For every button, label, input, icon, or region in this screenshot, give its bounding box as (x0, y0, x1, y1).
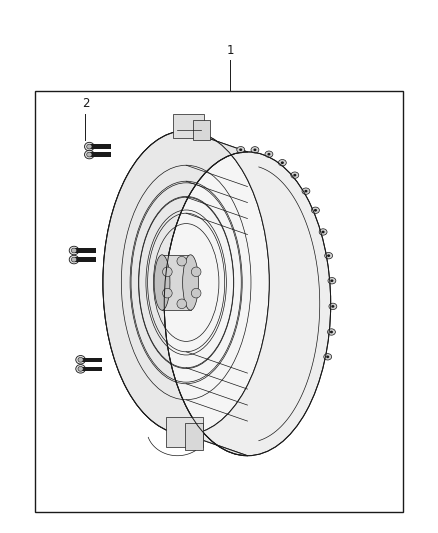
Text: 1: 1 (226, 44, 234, 57)
Ellipse shape (183, 255, 198, 310)
Bar (90, 152, 111, 157)
Ellipse shape (239, 148, 242, 151)
Bar (166, 417, 203, 447)
Bar (185, 423, 203, 450)
Ellipse shape (87, 144, 92, 149)
Ellipse shape (85, 142, 94, 151)
Ellipse shape (85, 150, 94, 159)
Bar (35, 91, 403, 512)
Ellipse shape (293, 174, 297, 176)
Ellipse shape (326, 356, 329, 358)
Ellipse shape (265, 151, 273, 157)
Ellipse shape (177, 299, 187, 309)
Bar (193, 120, 210, 140)
Bar (173, 115, 204, 139)
Bar (162, 255, 191, 310)
Bar (81, 367, 102, 371)
Polygon shape (186, 131, 331, 456)
Ellipse shape (330, 330, 333, 333)
Ellipse shape (251, 147, 259, 153)
Ellipse shape (304, 190, 307, 192)
Ellipse shape (321, 231, 325, 233)
Ellipse shape (87, 152, 92, 157)
Ellipse shape (327, 254, 330, 257)
Ellipse shape (69, 255, 79, 264)
Ellipse shape (302, 188, 310, 195)
Ellipse shape (314, 209, 317, 212)
Ellipse shape (268, 153, 271, 156)
Ellipse shape (331, 305, 334, 308)
Ellipse shape (78, 357, 83, 362)
Ellipse shape (154, 255, 170, 310)
Ellipse shape (291, 172, 299, 179)
Ellipse shape (103, 131, 269, 434)
Ellipse shape (281, 161, 284, 164)
Ellipse shape (177, 256, 187, 266)
Bar (75, 257, 96, 262)
Bar (81, 358, 102, 362)
Ellipse shape (78, 367, 83, 372)
Ellipse shape (76, 356, 85, 364)
Ellipse shape (76, 365, 85, 373)
Ellipse shape (71, 257, 77, 262)
Ellipse shape (329, 303, 337, 310)
Ellipse shape (328, 278, 336, 284)
Ellipse shape (71, 248, 77, 253)
Bar (90, 144, 111, 149)
Ellipse shape (237, 147, 245, 153)
Ellipse shape (69, 246, 79, 255)
Ellipse shape (311, 207, 319, 213)
Ellipse shape (328, 329, 336, 335)
Ellipse shape (324, 353, 332, 360)
Bar (75, 248, 96, 253)
Ellipse shape (254, 149, 257, 151)
Ellipse shape (162, 288, 172, 298)
Ellipse shape (330, 279, 333, 282)
Ellipse shape (279, 159, 286, 166)
Ellipse shape (191, 288, 201, 298)
Ellipse shape (191, 267, 201, 277)
Text: 2: 2 (81, 98, 89, 110)
Ellipse shape (325, 253, 332, 259)
Ellipse shape (162, 267, 172, 277)
Polygon shape (103, 131, 247, 456)
Ellipse shape (319, 229, 327, 235)
